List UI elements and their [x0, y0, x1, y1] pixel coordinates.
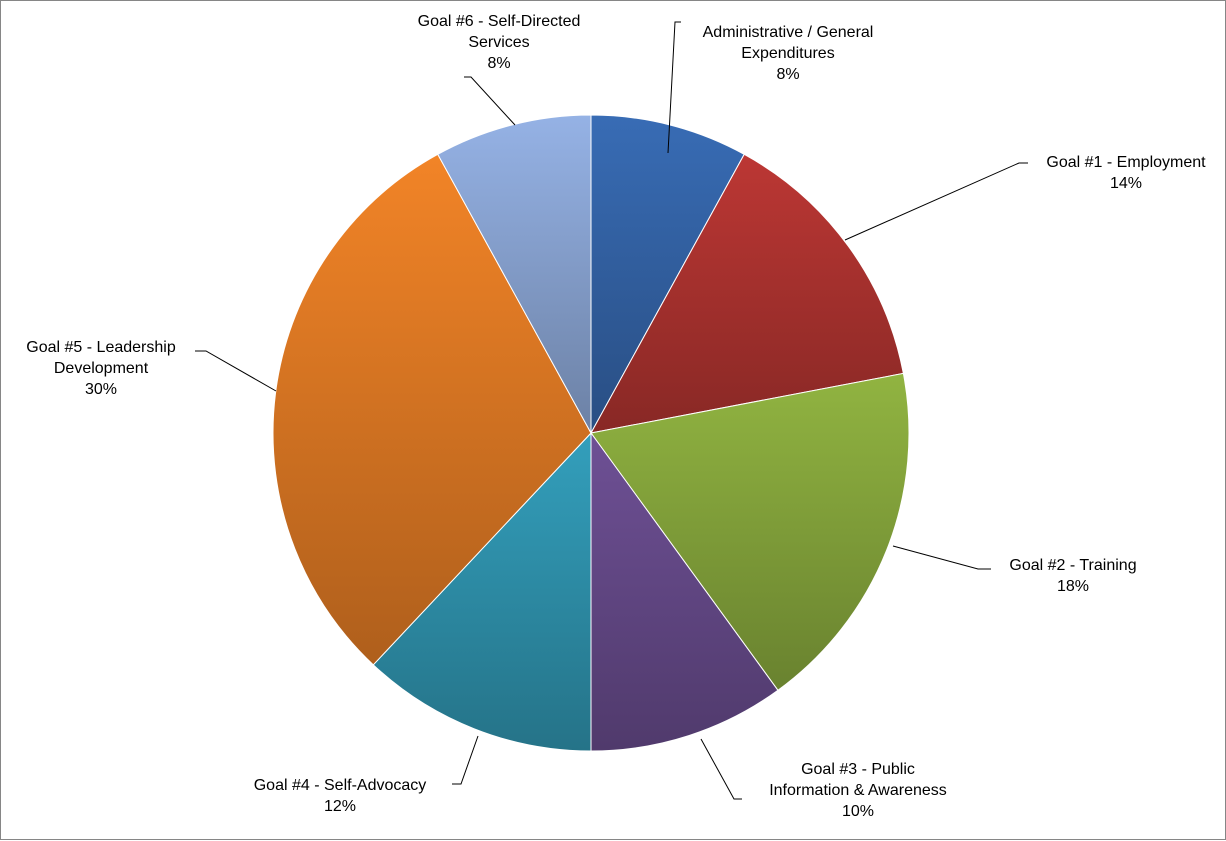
pie-slice-4: [372, 431, 592, 752]
slice-label-3-line-0: Goal #3 - Public: [801, 761, 915, 778]
slice-label-1-line-0: Goal #1 - Employment: [1046, 154, 1206, 171]
leader-line-3: [700, 738, 742, 800]
pie-slice-6: [437, 114, 592, 434]
pie-slice-1: [590, 153, 904, 434]
slice-label-6-line-1: Services: [468, 34, 529, 51]
slice-percent-label-6: 8%: [487, 55, 510, 72]
pie-slice-3: [590, 431, 779, 752]
pie-slice-2: [590, 372, 910, 691]
leader-line-0: [667, 21, 681, 154]
slice-percent-label-2: 18%: [1057, 578, 1089, 595]
slices-layer: [272, 114, 910, 752]
slice-percent-label-1: 14%: [1110, 175, 1142, 192]
leader-line-6: [464, 76, 516, 126]
slice-label-5-line-0: Goal #5 - Leadership: [26, 339, 176, 356]
leader-line-2: [892, 545, 991, 570]
slice-label-0-line-1: Expenditures: [741, 45, 834, 62]
slice-percent-label-5: 30%: [85, 381, 117, 398]
slice-percent-label-4: 12%: [324, 798, 356, 815]
slice-label-3-line-1: Information & Awareness: [769, 782, 947, 799]
pie-slice-0: [590, 114, 745, 434]
slice-label-4-line-0: Goal #4 - Self-Advocacy: [254, 777, 427, 794]
slice-percent-label-3: 10%: [842, 803, 874, 820]
slice-label-5-line-1: Development: [54, 360, 149, 377]
leader-lines-layer: [195, 21, 1028, 800]
leader-line-4: [452, 735, 479, 785]
leader-line-1: [844, 162, 1028, 241]
pie-slice-5: [272, 153, 592, 666]
slice-label-6-line-0: Goal #6 - Self-Directed: [418, 13, 581, 30]
labels-layer: Administrative / General Expenditures 8% Go…: [26, 13, 1206, 820]
slice-label-2-line-0: Goal #2 - Training: [1009, 557, 1136, 574]
slice-percent-label-0: 8%: [776, 66, 799, 83]
leader-line-5: [195, 350, 277, 392]
slice-label-0-line-0: Administrative / General: [703, 24, 874, 41]
